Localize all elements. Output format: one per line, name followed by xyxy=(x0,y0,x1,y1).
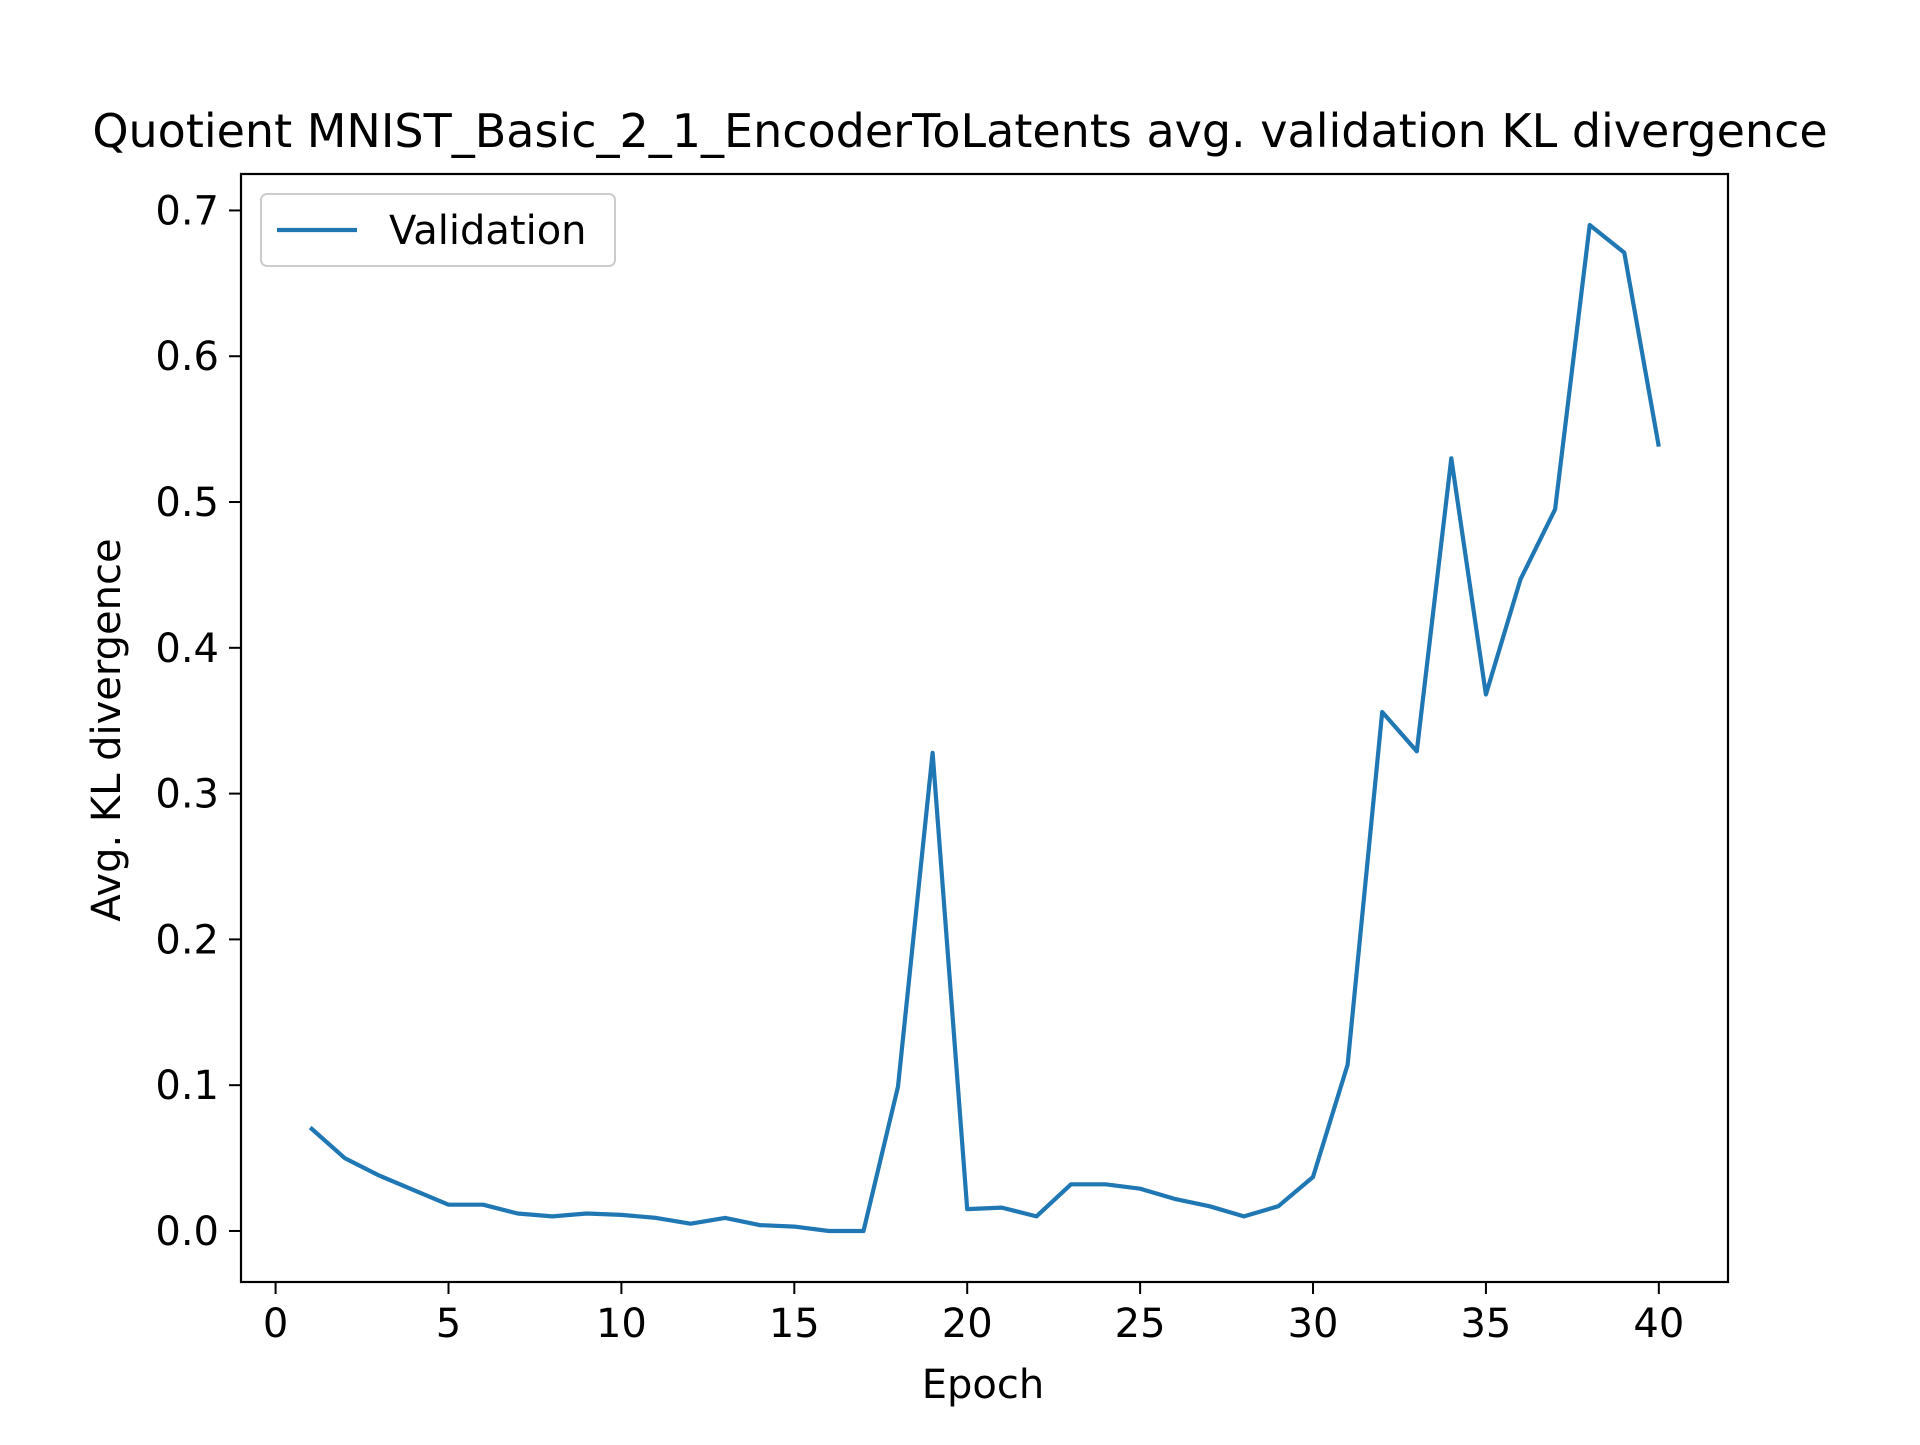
y-axis-label: Avg. KL divergence xyxy=(84,538,130,921)
x-tick-label: 0 xyxy=(263,1301,288,1347)
axes-frame xyxy=(239,172,1730,1284)
y-tick-label: 0.2 xyxy=(155,917,219,963)
series-line-1 xyxy=(308,222,1661,1234)
legend: Validation xyxy=(260,193,616,267)
y-tick-label: 0.4 xyxy=(155,626,219,672)
y-tick-label: 0.3 xyxy=(155,772,219,818)
legend-label: Validation xyxy=(389,208,587,254)
x-tick-label: 25 xyxy=(1115,1301,1166,1347)
x-tick-label: 20 xyxy=(942,1301,993,1347)
x-tick-label: 40 xyxy=(1633,1301,1684,1347)
y-tick-label: 0.0 xyxy=(155,1209,219,1255)
legend-box xyxy=(260,193,616,267)
y-tick-label: 0.1 xyxy=(155,1063,219,1109)
x-tick-label: 35 xyxy=(1460,1301,1511,1347)
y-tick-label: 0.6 xyxy=(155,334,219,380)
y-tick-label: 0.7 xyxy=(155,188,219,234)
x-tick-label: 5 xyxy=(436,1301,461,1347)
x-tick-label: 15 xyxy=(769,1301,820,1347)
plot-area: 0 5 10 15 20 25 30 35 40 0.0 0.1 0.2 0.3 0.4 0.5 0.6 0.7 xyxy=(155,172,1730,1347)
chart-title: Quotient MNIST_Basic_2_1_EncoderToLatent… xyxy=(92,104,1827,158)
x-axis-label: Epoch xyxy=(922,1362,1044,1408)
x-tick-label: 30 xyxy=(1288,1301,1339,1347)
y-tick-label: 0.5 xyxy=(155,480,219,526)
x-tick-label: 10 xyxy=(596,1301,647,1347)
